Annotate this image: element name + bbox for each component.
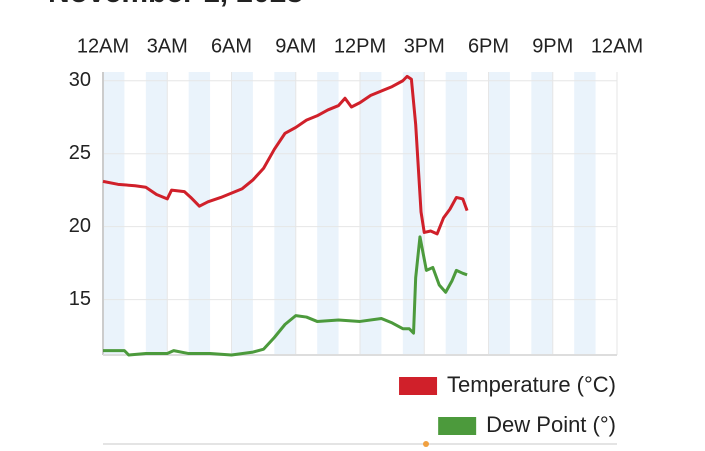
stripe xyxy=(145,72,168,355)
stripe xyxy=(274,72,296,355)
stripe xyxy=(317,72,339,355)
stripe xyxy=(103,72,125,355)
x-tick-label: 12PM xyxy=(334,35,386,57)
x-tick-label: 12AM xyxy=(591,35,643,57)
series-line xyxy=(103,235,468,357)
legend-swatch xyxy=(399,377,438,395)
chart-title: November 1, 2023 xyxy=(48,0,303,9)
y-tick-label: 20 xyxy=(69,215,91,237)
stripe xyxy=(402,72,425,355)
stripe xyxy=(231,72,253,355)
x-tick-label: 12AM xyxy=(77,35,129,57)
x-tick-label: 9PM xyxy=(532,35,573,57)
stripe xyxy=(574,72,596,355)
x-tick-label: 9AM xyxy=(275,35,316,57)
stripe xyxy=(531,72,553,355)
stripe xyxy=(488,72,510,355)
y-tick-label: 30 xyxy=(69,69,91,91)
series-line xyxy=(102,74,469,236)
stripe xyxy=(360,72,382,355)
x-tick-label: 6AM xyxy=(211,35,252,57)
stripe xyxy=(188,72,211,355)
stripe xyxy=(445,72,468,355)
x-tick-label: 3AM xyxy=(147,35,188,57)
y-tick-label: 15 xyxy=(69,288,91,310)
legend-label: Temperature (°C) xyxy=(447,372,616,397)
stripes xyxy=(103,72,596,355)
x-tick-label: 6PM xyxy=(468,35,509,57)
legend-swatch xyxy=(438,417,477,435)
y-tick-label: 25 xyxy=(69,142,91,164)
x-tick-label: 3PM xyxy=(404,35,445,57)
legend-label: Dew Point (°) xyxy=(486,412,616,437)
marker-dot xyxy=(423,441,429,447)
